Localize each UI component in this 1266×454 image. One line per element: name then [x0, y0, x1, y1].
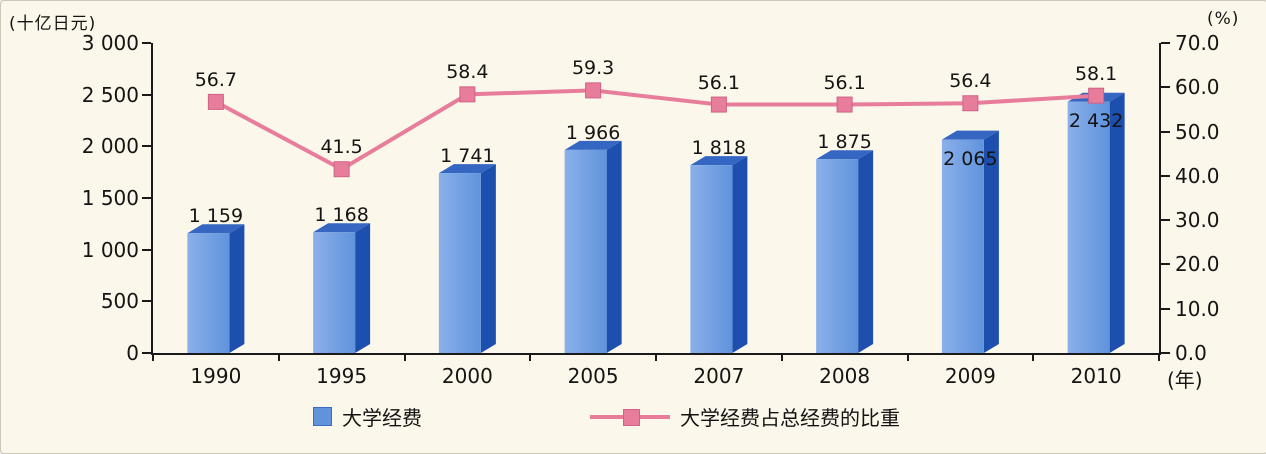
x-axis-tick-mark	[1158, 355, 1160, 361]
legend-item-bar: 大学经费	[313, 402, 422, 431]
x-axis-tick-mark	[152, 355, 154, 361]
right-axis-tick-label: 70.0	[1175, 31, 1220, 55]
line-marker-1990	[207, 93, 224, 110]
right-axis-tick-label: 60.0	[1175, 75, 1220, 100]
line-series-label: 大学经费占总经费的比重	[680, 406, 900, 430]
right-axis-tick-label: 0.0	[1175, 341, 1207, 365]
left-axis-tick-mark	[142, 145, 151, 148]
left-axis-tick-label: 500	[100, 289, 139, 314]
line-marker-2010	[1088, 87, 1105, 104]
left-axis-tick-mark	[142, 248, 151, 251]
right-axis-tick-label: 40.0	[1175, 163, 1220, 188]
right-axis-tick-mark	[1161, 130, 1170, 133]
x-axis-tick-mark	[906, 355, 909, 361]
x-axis-tick-mark	[1032, 355, 1035, 361]
right-axis-tick-mark	[1161, 263, 1170, 266]
left-axis-title: (十亿日元)	[9, 14, 97, 34]
bar-1995	[313, 223, 371, 353]
plot-area	[153, 43, 1159, 353]
right-axis-tick-mark	[1161, 86, 1170, 89]
right-axis-tick-mark	[1161, 174, 1170, 177]
left-axis-line	[151, 43, 153, 355]
line-value-label: 59.3	[571, 57, 615, 80]
line-marker-2005	[585, 82, 602, 99]
line-value-label: 58.4	[446, 61, 489, 84]
line-value-label: 41.5	[320, 136, 363, 159]
right-axis-tick-mark	[1161, 42, 1170, 44]
x-axis-label: 2010	[1070, 364, 1122, 388]
bar-2007	[690, 156, 748, 353]
bar-2010	[1067, 92, 1125, 353]
legend-item-line: 大学经费占总经费的比重	[590, 402, 900, 431]
line-value-label: 56.1	[823, 71, 866, 94]
bar-series-label: 大学经费	[342, 406, 422, 430]
percentage-line	[214, 88, 1097, 172]
bar-2008	[816, 150, 874, 353]
x-axis-label: 2009	[944, 364, 996, 388]
left-axis-tick-mark	[142, 352, 151, 354]
line-marker-2009	[962, 95, 979, 112]
right-axis-title: (%)	[1207, 9, 1240, 29]
right-axis-tick-mark	[1161, 219, 1170, 222]
bar-value-label: 1 818	[691, 137, 747, 160]
bar-value-label: 1 168	[314, 204, 369, 227]
line-marker-2000	[459, 86, 476, 103]
line-value-label: 56.1	[697, 71, 741, 94]
left-axis-tick-mark	[142, 197, 151, 199]
line-value-label: 58.1	[1074, 62, 1118, 85]
bar-value-label: 1 159	[188, 205, 244, 228]
x-axis-label: 2000	[441, 364, 493, 388]
bar-series-swatch	[313, 407, 332, 426]
line-value-label: 56.4	[949, 70, 992, 93]
right-axis-tick-mark	[1161, 352, 1170, 354]
left-axis-tick-label: 2 500	[81, 82, 139, 107]
x-axis-label: 1990	[190, 364, 242, 388]
legend: 大学经费 大学经费占总经费的比重	[313, 402, 900, 431]
x-axis-tick-mark	[277, 355, 280, 361]
bar-value-label: 1 741	[440, 145, 495, 168]
bar-value-label: 1 875	[817, 131, 872, 154]
legend-line-marker	[623, 409, 640, 426]
x-axis-label: 2007	[693, 364, 745, 388]
x-axis-unit-label: (年)	[1167, 368, 1203, 392]
x-axis-tick-mark	[655, 355, 657, 361]
x-axis-tick-mark	[780, 355, 783, 361]
x-axis-line	[151, 353, 1161, 355]
left-axis-tick-label: 2 000	[81, 134, 139, 159]
left-axis-tick-mark	[142, 93, 151, 96]
line-marker-2007	[710, 96, 727, 113]
bar-2005	[564, 140, 622, 353]
bar-2009	[941, 130, 999, 353]
bar-value-label: 2 065	[943, 147, 998, 170]
right-axis-tick-label: 10.0	[1175, 296, 1220, 321]
x-axis-tick-mark	[529, 355, 532, 361]
bar-1990	[187, 224, 245, 353]
bar-value-label: 2 432	[1068, 109, 1124, 132]
line-series-swatch	[590, 409, 670, 426]
left-axis-tick-label: 3 000	[81, 31, 139, 55]
left-axis-tick-label: 1 500	[81, 186, 139, 210]
right-axis-tick-label: 20.0	[1175, 252, 1220, 277]
left-axis-tick-label: 0	[126, 341, 139, 365]
x-axis-label: 2008	[819, 364, 871, 388]
right-axis-tick-label: 30.0	[1175, 208, 1220, 233]
chart-canvas	[187, 82, 1125, 353]
bar-value-label: 1 966	[565, 121, 621, 144]
right-axis-tick-mark	[1161, 307, 1170, 310]
left-axis-tick-mark	[142, 300, 151, 303]
line-marker-2008	[836, 96, 853, 113]
bar-2000	[438, 164, 496, 353]
x-axis-tick-mark	[403, 355, 406, 361]
left-axis-tick-label: 1 000	[81, 237, 139, 262]
right-axis-line	[1159, 43, 1161, 355]
x-axis-label: 2005	[567, 364, 619, 388]
left-axis-tick-mark	[142, 42, 151, 44]
line-value-label: 56.7	[194, 68, 238, 91]
line-marker-1995	[333, 161, 350, 178]
right-axis-tick-label: 50.0	[1175, 119, 1220, 144]
x-axis-label: 1995	[316, 364, 368, 388]
